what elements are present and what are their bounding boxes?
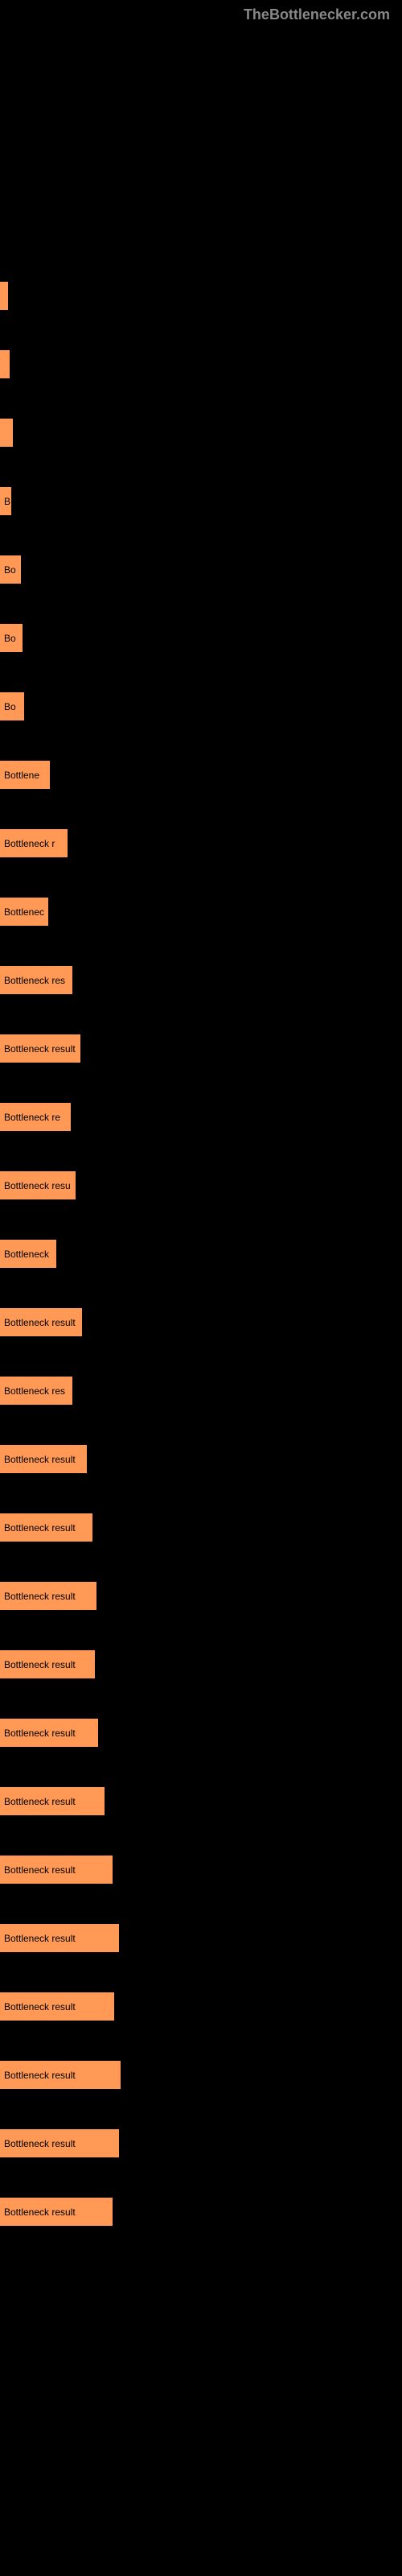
bar-label: Bottleneck res bbox=[4, 1385, 65, 1397]
chart-bar: Bottleneck result bbox=[0, 1924, 119, 1952]
bar-label: Bottleneck result bbox=[4, 2001, 76, 2013]
bar-label: Bottleneck result bbox=[4, 1591, 76, 1602]
bar-row: Bottleneck result bbox=[0, 2129, 402, 2157]
chart-bar: Bottleneck resu bbox=[0, 1171, 76, 1199]
bar-row: Bottleneck result bbox=[0, 1308, 402, 1336]
bar-label: B bbox=[4, 496, 10, 507]
bar-row: Bottleneck result bbox=[0, 2061, 402, 2089]
bar-row: Bottleneck result bbox=[0, 1034, 402, 1063]
bar-row: Bottleneck result bbox=[0, 1992, 402, 2021]
site-header: TheBottlenecker.com bbox=[244, 6, 390, 23]
bar-row: Bottlenec bbox=[0, 898, 402, 926]
bar-row: B bbox=[0, 487, 402, 515]
chart-bar: Bottlene bbox=[0, 761, 50, 789]
bar-row: Bottleneck result bbox=[0, 1650, 402, 1678]
bar-label: Bottleneck resu bbox=[4, 1180, 71, 1191]
bar-row: Bo bbox=[0, 624, 402, 652]
bar-row: Bottleneck bbox=[0, 1240, 402, 1268]
chart-bar: Bottleneck result bbox=[0, 2061, 121, 2089]
chart-bar: Bottleneck bbox=[0, 1240, 56, 1268]
chart-bar: Bottleneck re bbox=[0, 1103, 71, 1131]
chart-bar: Bottleneck result bbox=[0, 1513, 92, 1542]
bar-row: Bottleneck result bbox=[0, 1719, 402, 1747]
bar-label: Bottleneck res bbox=[4, 975, 65, 986]
bar-row: Bottleneck result bbox=[0, 1787, 402, 1815]
bar-row: Bottleneck result bbox=[0, 1513, 402, 1542]
chart-bar: Bottleneck result bbox=[0, 2198, 113, 2226]
bar-row: Bottleneck result bbox=[0, 2198, 402, 2226]
chart-bar: Bottleneck res bbox=[0, 1377, 72, 1405]
chart-bar: Bottleneck result bbox=[0, 1650, 95, 1678]
bar-row: Bottleneck result bbox=[0, 1924, 402, 1952]
bar-row: Bottlene bbox=[0, 761, 402, 789]
bar-row: Bo bbox=[0, 555, 402, 584]
bar-row: Bottleneck result bbox=[0, 1856, 402, 1884]
chart-bar: Bottleneck result bbox=[0, 1308, 82, 1336]
bar-row: Bottleneck res bbox=[0, 1377, 402, 1405]
bar-label: Bottleneck result bbox=[4, 2138, 76, 2149]
bar-label: Bottleneck result bbox=[4, 1933, 76, 1944]
chart-bar bbox=[0, 419, 13, 447]
bar-label: Bottleneck result bbox=[4, 2207, 76, 2218]
bar-row: Bottleneck re bbox=[0, 1103, 402, 1131]
bar-row bbox=[0, 419, 402, 447]
chart-bar bbox=[0, 282, 8, 310]
bar-row: Bottleneck result bbox=[0, 1582, 402, 1610]
chart-bar: Bottleneck r bbox=[0, 829, 68, 857]
bar-row: Bottleneck res bbox=[0, 966, 402, 994]
bar-label: Bottleneck result bbox=[4, 1796, 76, 1807]
chart-bar: Bo bbox=[0, 624, 23, 652]
chart-bar: Bottleneck res bbox=[0, 966, 72, 994]
bar-row: Bottleneck result bbox=[0, 1445, 402, 1473]
bar-label: Bottleneck result bbox=[4, 1317, 76, 1328]
bar-label: Bottleneck re bbox=[4, 1112, 60, 1123]
bar-label: Bottleneck r bbox=[4, 838, 55, 849]
chart-bar: Bottleneck result bbox=[0, 1034, 80, 1063]
bar-label: Bottleneck result bbox=[4, 1043, 76, 1055]
chart-bar: Bottleneck result bbox=[0, 1582, 96, 1610]
bar-row bbox=[0, 282, 402, 310]
bar-label: Bottleneck result bbox=[4, 1522, 76, 1534]
chart-bar: Bottlenec bbox=[0, 898, 48, 926]
bar-label: Bottleneck result bbox=[4, 2070, 76, 2081]
bar-label: Bottleneck result bbox=[4, 1864, 76, 1876]
bar-row: Bo bbox=[0, 692, 402, 720]
bar-label: Bottleneck result bbox=[4, 1728, 76, 1739]
chart-bar: Bottleneck result bbox=[0, 1992, 114, 2021]
chart-bar: Bottleneck result bbox=[0, 1856, 113, 1884]
chart-bar: Bottleneck result bbox=[0, 1787, 105, 1815]
bar-label: Bo bbox=[4, 633, 16, 644]
chart-bar: Bo bbox=[0, 692, 24, 720]
chart-bar: Bo bbox=[0, 555, 21, 584]
bar-label: Bottleneck result bbox=[4, 1454, 76, 1465]
bar-label: Bo bbox=[4, 701, 16, 712]
bar-label: Bottleneck result bbox=[4, 1659, 76, 1670]
bar-label: Bottlenec bbox=[4, 906, 44, 918]
chart-bar: Bottleneck result bbox=[0, 1719, 98, 1747]
chart-bar: Bottleneck result bbox=[0, 2129, 119, 2157]
bar-row bbox=[0, 350, 402, 378]
chart-bar: Bottleneck result bbox=[0, 1445, 87, 1473]
bar-label: Bo bbox=[4, 564, 16, 576]
chart-bar bbox=[0, 350, 10, 378]
chart-bar: B bbox=[0, 487, 11, 515]
bar-label: Bottleneck bbox=[4, 1249, 49, 1260]
bar-chart: B Bo Bo Bo Bottlene Bottleneck r Bottlenec Bott… bbox=[0, 0, 402, 2226]
bar-row: Bottleneck resu bbox=[0, 1171, 402, 1199]
bar-label: Bottlene bbox=[4, 770, 39, 781]
bar-row: Bottleneck r bbox=[0, 829, 402, 857]
